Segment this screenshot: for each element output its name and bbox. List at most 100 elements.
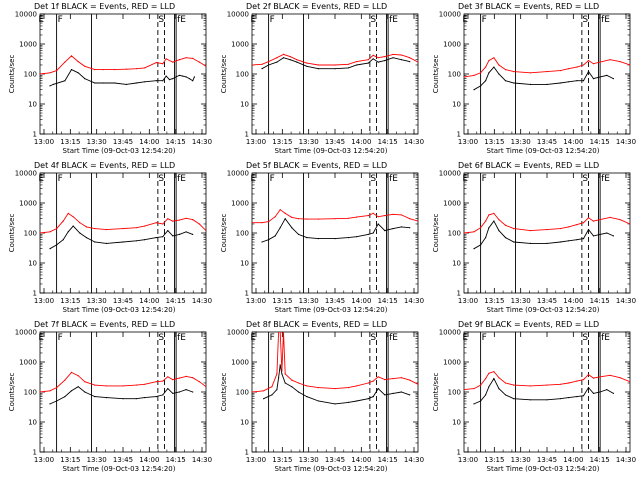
data-point-lld bbox=[185, 217, 187, 219]
data-point-lld bbox=[205, 230, 206, 232]
data-point-events bbox=[485, 394, 487, 396]
data-point-events bbox=[317, 400, 319, 402]
marker-label-S: S bbox=[158, 174, 164, 184]
data-point-events bbox=[473, 403, 475, 405]
data-point-lld bbox=[291, 216, 293, 218]
panel-title: Det 5f BLACK = Events, RED = LLD bbox=[246, 161, 387, 170]
data-point-lld bbox=[144, 67, 146, 69]
data-point-lld bbox=[135, 227, 137, 229]
panel-title: Det 9f BLACK = Events, RED = LLD bbox=[458, 320, 599, 329]
data-point-lld bbox=[493, 371, 495, 373]
data-point-lld bbox=[546, 71, 548, 73]
data-point-lld bbox=[125, 68, 127, 70]
data-point-events bbox=[175, 76, 177, 78]
data-point-lld bbox=[278, 332, 280, 333]
y-tick-label: 100 bbox=[448, 230, 461, 238]
data-point-events bbox=[188, 78, 190, 80]
data-point-lld bbox=[192, 57, 194, 60]
data-point-events bbox=[271, 394, 273, 396]
x-tick-label: 14:00 bbox=[139, 456, 159, 464]
data-point-events bbox=[592, 392, 595, 394]
marker-label-fE: fE bbox=[177, 15, 186, 25]
data-point-events bbox=[79, 232, 81, 234]
data-point-lld bbox=[356, 61, 358, 63]
x-tick-label: 13:30 bbox=[87, 138, 107, 146]
data-point-events bbox=[568, 240, 570, 242]
data-point-lld bbox=[417, 220, 418, 222]
data-point-events bbox=[67, 231, 69, 233]
data-point-events bbox=[377, 223, 379, 225]
y-tick-label: 10000 bbox=[227, 11, 249, 19]
data-point-lld bbox=[84, 381, 86, 383]
x-tick-label: 13:30 bbox=[87, 456, 107, 464]
data-point-lld bbox=[372, 54, 374, 56]
marker-label-E: E bbox=[38, 333, 44, 343]
data-point-lld bbox=[79, 222, 81, 224]
y-tick-label: 10 bbox=[28, 260, 37, 268]
panel-det-3: Det 3f BLACK = Events, RED = LLD 1 10 100 10… bbox=[432, 2, 636, 155]
series-events bbox=[49, 69, 195, 87]
marker-label-F: F bbox=[482, 333, 487, 343]
data-point-lld bbox=[70, 371, 73, 373]
data-point-events bbox=[400, 226, 402, 228]
data-point-events bbox=[263, 398, 265, 400]
data-point-events bbox=[587, 71, 590, 73]
data-point-lld bbox=[609, 59, 611, 61]
x-tick-label: 13:15 bbox=[484, 138, 504, 146]
data-point-lld bbox=[400, 214, 402, 216]
marker-label-fE: fE bbox=[601, 333, 610, 343]
data-point-lld bbox=[485, 220, 487, 222]
data-point-lld bbox=[261, 222, 263, 224]
data-point-lld bbox=[198, 223, 200, 225]
x-tick-label: 13:15 bbox=[272, 297, 292, 305]
data-point-lld bbox=[64, 379, 66, 381]
y-axis-label: Counts/sec bbox=[432, 373, 440, 412]
data-point-events bbox=[162, 236, 164, 238]
data-point-lld bbox=[155, 62, 157, 64]
x-tick-label: 14:30 bbox=[192, 138, 212, 146]
data-point-events bbox=[56, 400, 58, 402]
y-tick-label: 10 bbox=[28, 419, 37, 427]
y-tick-label: 10000 bbox=[15, 11, 37, 19]
y-axis-label: Counts/sec bbox=[432, 55, 440, 94]
data-point-lld bbox=[56, 387, 58, 389]
x-tick-label: 14:30 bbox=[616, 138, 636, 146]
data-point-events bbox=[356, 64, 358, 66]
data-point-events bbox=[77, 386, 79, 388]
data-point-events bbox=[64, 80, 66, 82]
data-point-lld bbox=[464, 76, 465, 78]
data-point-events bbox=[384, 394, 386, 396]
data-point-events bbox=[192, 233, 194, 235]
series-events bbox=[473, 66, 614, 91]
x-axis-label: Start Time (09-Oct-03 12:54:20) bbox=[63, 306, 176, 314]
y-tick-label: 1 bbox=[245, 290, 249, 298]
y-tick-label: 10 bbox=[240, 260, 249, 268]
marker-label-E: E bbox=[250, 174, 256, 184]
data-point-events bbox=[546, 83, 548, 85]
data-point-lld bbox=[392, 378, 394, 380]
y-tick-label: 100 bbox=[236, 389, 249, 397]
data-point-lld bbox=[629, 223, 630, 225]
data-point-events bbox=[162, 394, 164, 396]
x-tick-label: 14:30 bbox=[404, 456, 424, 464]
x-tick-label: 14:00 bbox=[563, 456, 583, 464]
x-tick-label: 14:00 bbox=[351, 297, 371, 305]
data-point-lld bbox=[546, 229, 548, 231]
data-point-lld bbox=[102, 69, 104, 71]
data-point-lld bbox=[384, 56, 386, 58]
data-point-events bbox=[498, 388, 500, 390]
x-tick-label: 13:00 bbox=[34, 297, 54, 305]
data-point-events bbox=[105, 397, 107, 399]
data-point-lld bbox=[609, 216, 611, 218]
data-point-events bbox=[276, 61, 278, 63]
x-tick-label: 13:30 bbox=[511, 456, 531, 464]
data-point-events bbox=[356, 236, 358, 238]
data-point-events bbox=[612, 78, 615, 80]
data-point-events bbox=[56, 244, 58, 246]
y-tick-label: 10000 bbox=[15, 170, 37, 178]
data-point-lld bbox=[94, 228, 96, 230]
x-tick-label: 14:15 bbox=[378, 297, 398, 305]
y-tick-label: 1 bbox=[457, 131, 461, 139]
x-tick-label: 13:45 bbox=[537, 456, 557, 464]
y-tick-label: 10 bbox=[240, 419, 249, 427]
